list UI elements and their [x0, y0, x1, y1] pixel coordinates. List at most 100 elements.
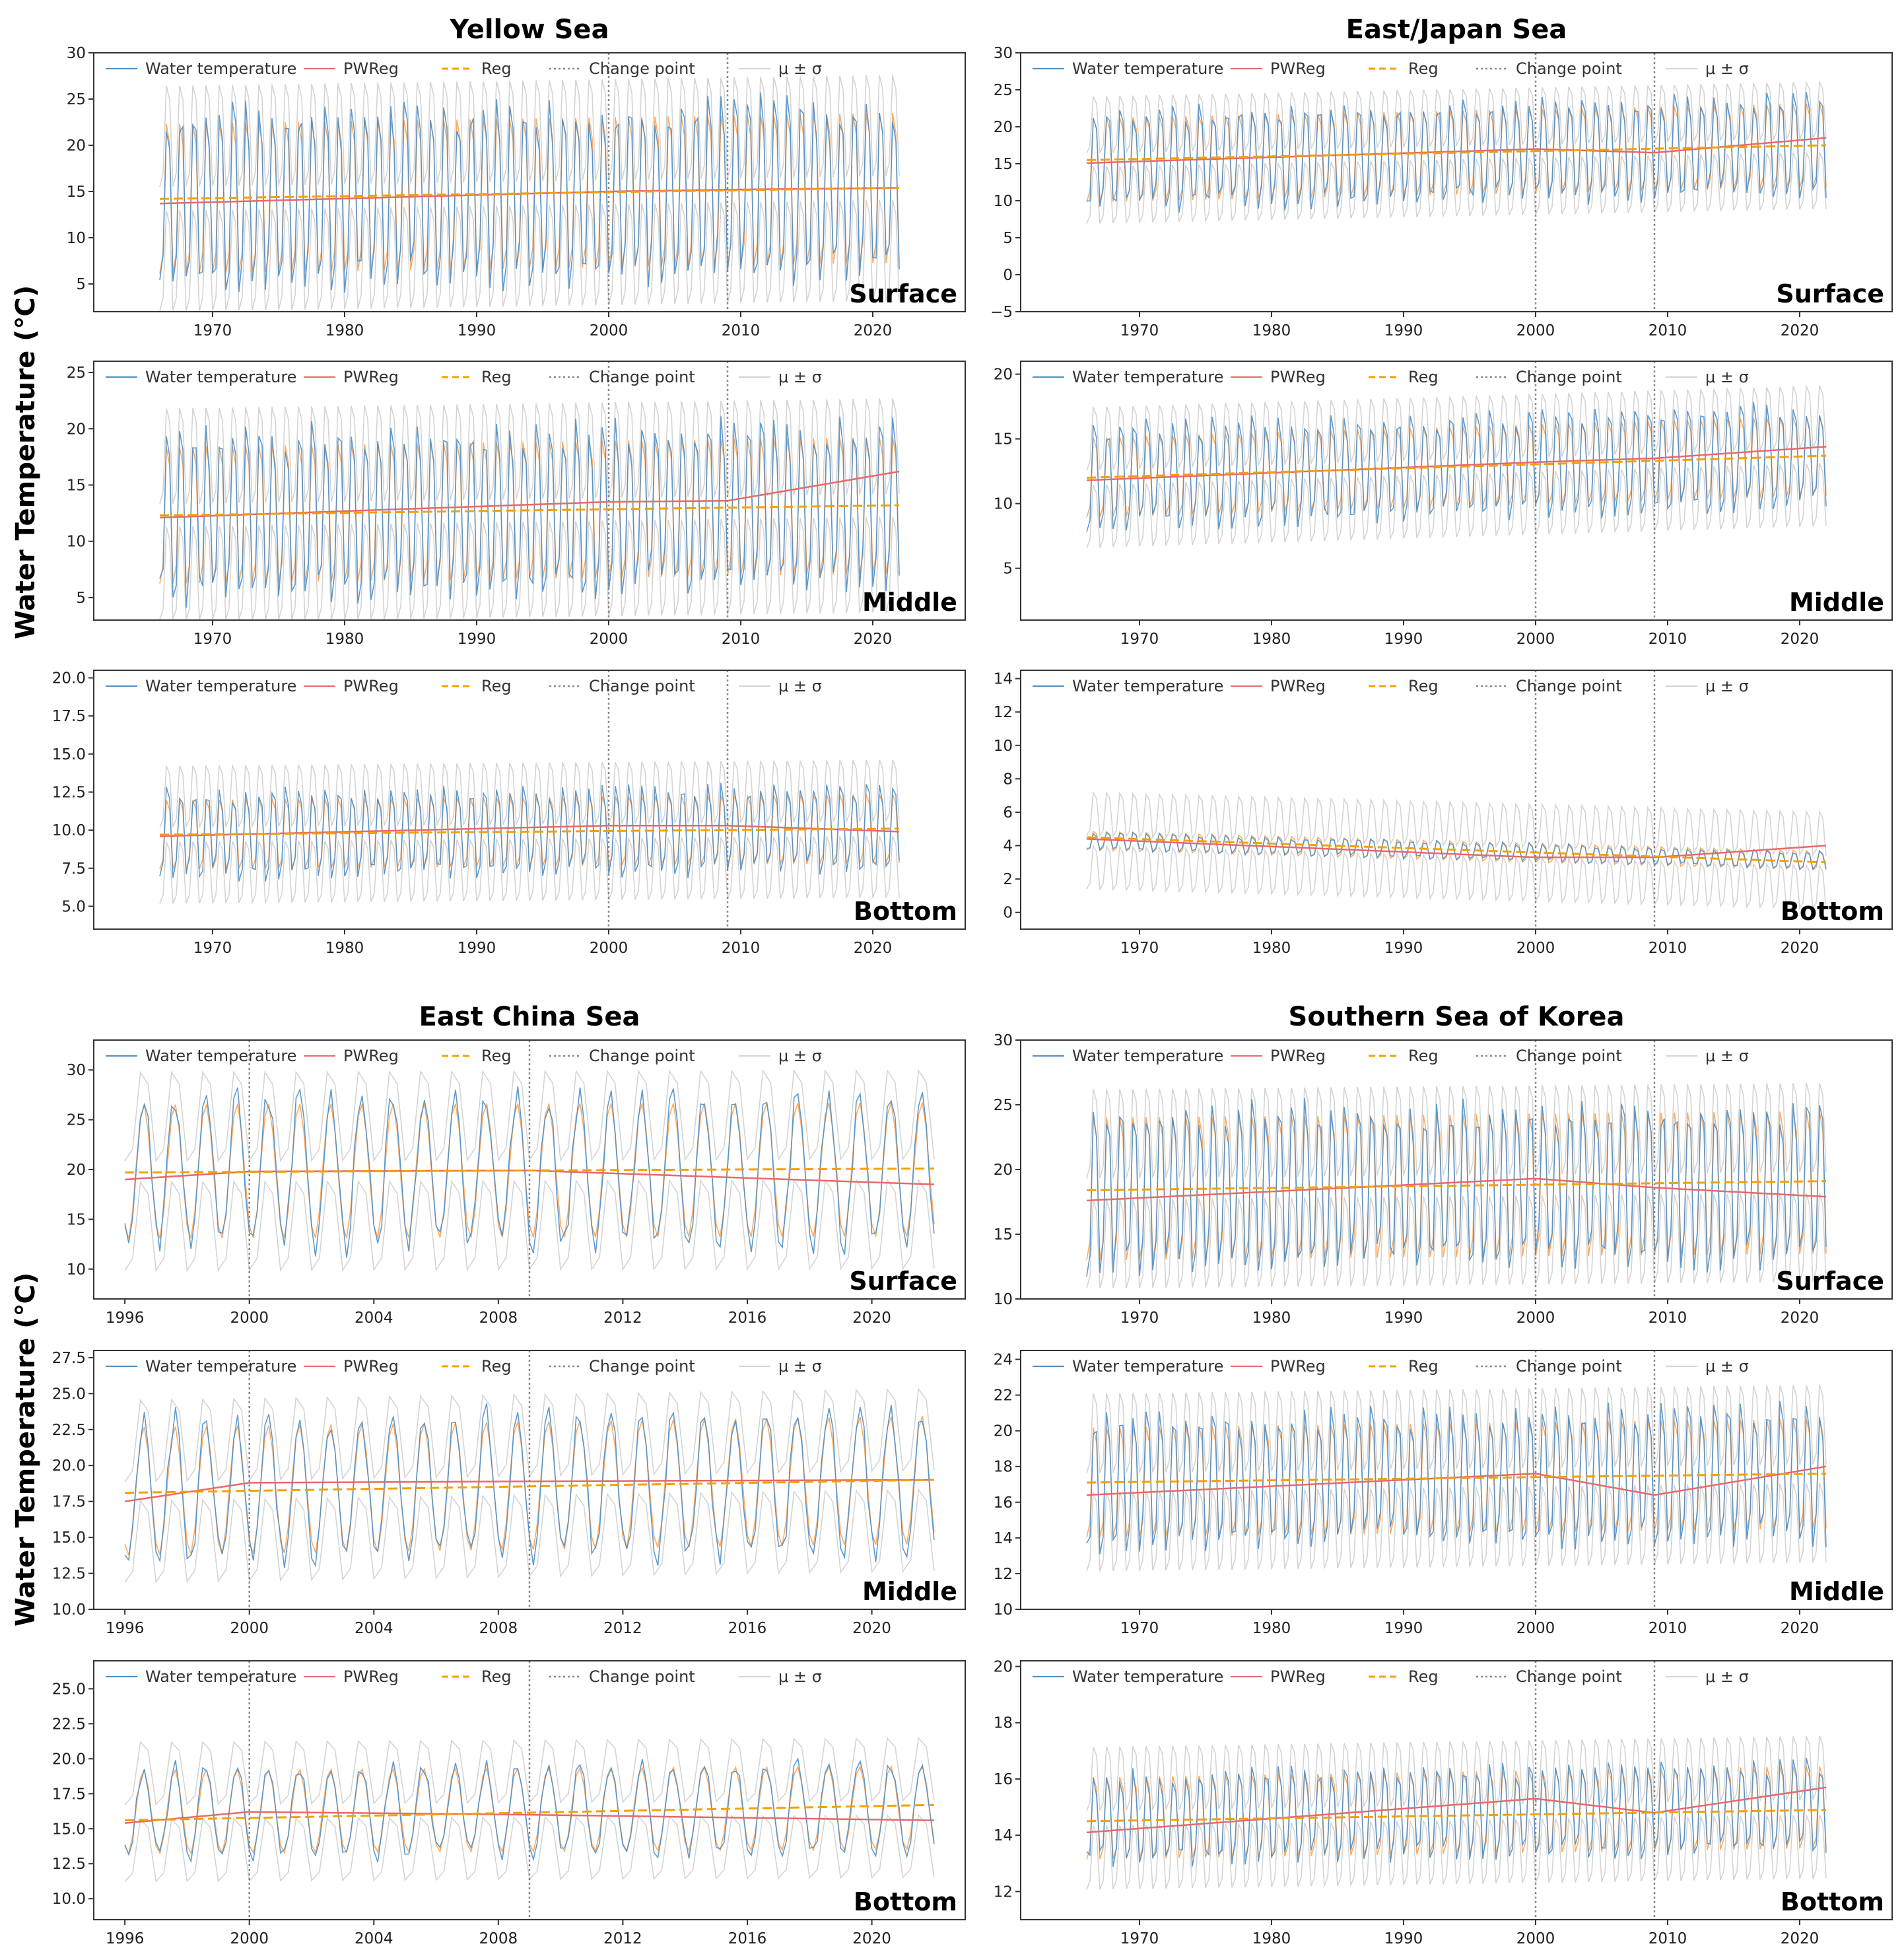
- y-tick-label: 2: [1003, 871, 1013, 888]
- y-tick-label: 14: [994, 1530, 1013, 1547]
- x-tick-label: 2020: [852, 1310, 891, 1327]
- reg-line: [159, 504, 900, 516]
- x-tick-label: 2004: [355, 1310, 393, 1327]
- y-tick-label: 10.0: [52, 1601, 86, 1619]
- water-temperature-line: [159, 92, 900, 293]
- y-tick-label: 20.0: [52, 1751, 86, 1768]
- y-tick-label: 15.0: [52, 746, 86, 763]
- legend-label: μ ± σ: [778, 1667, 822, 1686]
- x-tick-label: 2012: [603, 1620, 642, 1637]
- axes-frame: [93, 670, 966, 930]
- y-tick-label: −5: [990, 304, 1013, 321]
- legend-label: Change point: [589, 59, 695, 78]
- water-temperature-line: [1086, 92, 1827, 213]
- legend-label: μ ± σ: [778, 1047, 822, 1065]
- legend-label: Reg: [481, 677, 512, 695]
- band-upper-line: [1086, 790, 1827, 857]
- y-tick-label: 20: [994, 1162, 1013, 1179]
- band-upper-line: [1086, 81, 1827, 154]
- x-tick-label: 1970: [1120, 631, 1159, 648]
- x-tick-label: 1990: [458, 940, 496, 957]
- x-tick-label: 2000: [1516, 1620, 1555, 1637]
- y-tick-label: 5: [76, 590, 86, 607]
- y-tick-label: 15.0: [52, 1529, 86, 1547]
- legend-label: PWReg: [343, 1047, 399, 1065]
- legend-label: PWReg: [1270, 677, 1326, 695]
- axes-frame: [93, 52, 966, 312]
- y-tick-label: 10: [994, 738, 1013, 755]
- y-tick-label: 14: [994, 671, 1013, 688]
- y-tick-label: 10: [994, 496, 1013, 513]
- x-tick-label: 1990: [1384, 1930, 1423, 1947]
- legend-label: μ ± σ: [778, 368, 822, 386]
- y-tick-label: 7.5: [61, 860, 86, 878]
- reg-line: [1086, 144, 1827, 161]
- y-tick-label: 8: [1003, 771, 1013, 788]
- y-tick-label: 20.0: [52, 670, 86, 687]
- y-tick-label: 17.5: [52, 708, 86, 725]
- y-tick-label: 10: [67, 1261, 86, 1278]
- y-tick-label: 4: [1003, 838, 1013, 855]
- x-tick-label: 2000: [1516, 940, 1555, 957]
- legend-label: Change point: [1516, 1357, 1622, 1376]
- y-tick-label: 30: [994, 45, 1013, 62]
- water-temperature-line: [124, 1086, 935, 1258]
- y-tick-label: 25.0: [52, 1681, 86, 1698]
- x-tick-label: 1980: [1252, 1620, 1291, 1637]
- reg-line: [1086, 1180, 1827, 1191]
- legend-label: Reg: [481, 1357, 512, 1376]
- y-tick-label: 14: [994, 1827, 1013, 1844]
- y-tick-label: 17.5: [52, 1786, 86, 1803]
- x-tick-label: 1990: [458, 631, 496, 648]
- x-tick-label: 2020: [854, 940, 893, 957]
- x-tick-label: 2008: [479, 1620, 518, 1637]
- band-lower-line: [1086, 463, 1827, 549]
- y-tick-label: 12: [994, 1566, 1013, 1583]
- water-temperature-line: [1086, 831, 1827, 870]
- x-tick-label: 2010: [722, 631, 761, 648]
- y-tick-label: 16: [994, 1771, 1013, 1788]
- band-lower-line: [1086, 844, 1827, 911]
- x-tick-label: 2020: [1781, 1310, 1819, 1327]
- y-tick-label: 6: [1003, 804, 1013, 821]
- x-tick-label: 2010: [1649, 1310, 1687, 1327]
- water-temperature-line: [1086, 1098, 1827, 1277]
- pwreg-line: [124, 1811, 934, 1825]
- pwreg-line: [1086, 1465, 1827, 1496]
- axes-frame: [93, 1660, 966, 1920]
- depth-label: Surface: [1776, 279, 1884, 308]
- y-tick-label: 30: [994, 1032, 1013, 1049]
- x-tick-label: 2004: [355, 1930, 393, 1947]
- x-tick-label: 1980: [1252, 1310, 1291, 1327]
- x-tick-label: 2010: [1649, 1930, 1687, 1947]
- x-tick-label: 2020: [854, 631, 893, 648]
- band-upper-line: [159, 759, 900, 828]
- y-tick-label: 10: [67, 230, 86, 247]
- legend-label: Reg: [1408, 1047, 1439, 1065]
- x-tick-label: 1996: [106, 1620, 145, 1637]
- legend-label: Change point: [589, 368, 695, 386]
- reg-line: [125, 1479, 934, 1494]
- legend-label: Change point: [1516, 59, 1622, 78]
- x-tick-label: 2010: [1649, 631, 1687, 648]
- x-tick-label: 1970: [193, 940, 232, 957]
- axes-frame: [1020, 1660, 1893, 1920]
- x-tick-label: 1970: [1120, 1310, 1159, 1327]
- panel-title: East/Japan Sea: [1346, 15, 1567, 45]
- y-tick-label: 25.0: [52, 1385, 86, 1403]
- legend-label: Change point: [589, 1357, 695, 1376]
- legend-label: Water temperature: [1072, 1047, 1223, 1065]
- y-tick-label: 0: [1003, 905, 1013, 922]
- y-tick-label: 30: [67, 45, 86, 62]
- legend-label: μ ± σ: [778, 677, 822, 695]
- x-tick-label: 2016: [728, 1620, 767, 1637]
- legend-label: Water temperature: [145, 1667, 296, 1686]
- panel-title: Southern Sea of Korea: [1289, 1002, 1625, 1032]
- y-tick-label: 24: [994, 1352, 1013, 1369]
- y-tick-label: 12: [994, 1883, 1013, 1901]
- reg-line: [1086, 454, 1827, 479]
- legend-label: Water temperature: [1072, 1667, 1223, 1686]
- depth-label: Surface: [849, 279, 957, 308]
- band-upper-line: [124, 1068, 935, 1163]
- water-temperature-line: [159, 416, 900, 608]
